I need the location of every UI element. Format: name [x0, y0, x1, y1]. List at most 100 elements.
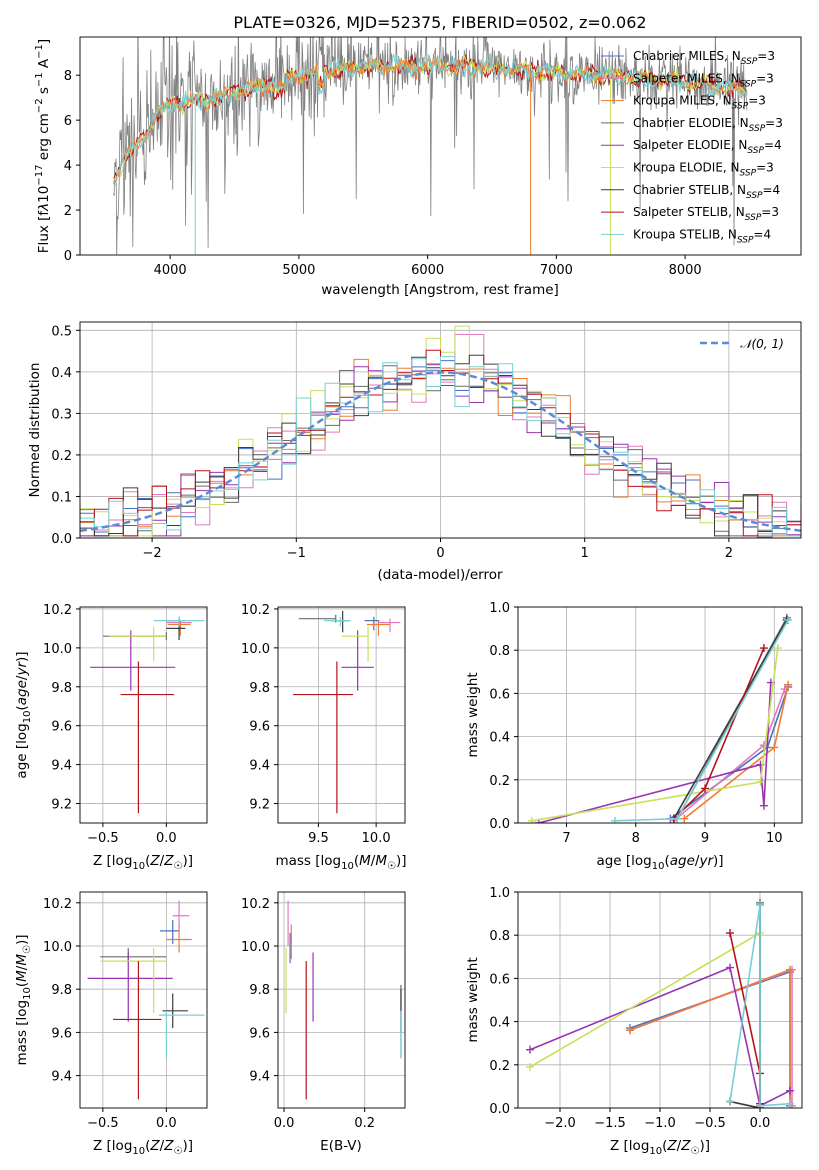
weight-vs-z-xlabel: Z [log10(Z/Z☉)] [610, 1138, 710, 1157]
model-spectrum-line [113, 53, 748, 186]
panel-xtick-label: 10 [766, 831, 783, 846]
legend-entry: Chabrier STELIB, NSSP=4 [633, 183, 780, 201]
panel-ytick-label: 0.2 [489, 774, 510, 789]
legend-entry: Kroupa MILES, NSSP=3 [633, 94, 766, 112]
residuals-ytick-label: 0.2 [51, 449, 72, 464]
residuals-ytick-label: 0.0 [51, 532, 72, 547]
legend-entry-count: =3 [756, 71, 774, 85]
panel-ytick-label: 10.2 [43, 897, 72, 912]
weight-series-marker [526, 1062, 534, 1071]
legend-entry-count: =3 [765, 116, 783, 130]
panel-ytick-label: 10.0 [241, 940, 270, 955]
panel-ytick-label: 9.4 [51, 1070, 72, 1085]
mass-vs-ebv-xlabel: E(B-V) [320, 1138, 362, 1154]
weight-series-marker [526, 1045, 534, 1054]
weight-series-marker [610, 816, 619, 823]
panel-ytick-label: 0.6 [489, 687, 510, 702]
weight-series-marker [673, 814, 682, 823]
weight-series-marker [786, 965, 794, 974]
panel-xtick-label: 8 [632, 831, 640, 846]
panel-frame [79, 606, 208, 824]
errorbar [324, 616, 351, 627]
panel-ytick-label: 0.2 [489, 1059, 510, 1074]
panel-ytick-label: 9.8 [249, 983, 270, 998]
weight-series-marker [784, 615, 793, 624]
panel-ytick-label: 9.4 [249, 759, 270, 774]
panel-data [527, 613, 793, 823]
weight-series-marker [773, 644, 782, 653]
residuals-xtick-label: −1 [287, 546, 306, 561]
spectrum-xtick-label: 4000 [154, 263, 187, 278]
legend-entry-count: =3 [756, 161, 774, 175]
legend-entry-count: =4 [764, 138, 782, 152]
errorbar [293, 661, 354, 814]
panel-data [90, 616, 205, 814]
errorbar [153, 616, 205, 627]
residuals-ytick-label: 0.5 [51, 324, 72, 339]
legend-entry-count: =3 [757, 49, 775, 63]
spectrum-ylabel: Flux [fλ10−17 erg cm−2 s−1 A−1] [34, 39, 52, 253]
legend-entry-count: =4 [763, 183, 781, 197]
weight-series-line [729, 932, 761, 1104]
panel-ytick-label: 0.4 [489, 1016, 510, 1031]
panel-xtick-label: −0.5 [87, 1116, 119, 1131]
legend-entry-sub: SSP [732, 102, 749, 112]
panel-xtick-label: 0.0 [156, 831, 177, 846]
panel-ytick-label: 9.6 [249, 1026, 270, 1041]
errorbar [100, 948, 167, 1013]
spectrum-ytick-label: 8 [64, 69, 72, 84]
weight-series-marker [626, 1026, 634, 1035]
legend-entry-sub: SSP [740, 79, 757, 89]
legend-entry-name: Chabrier STELIB, N [633, 183, 746, 197]
residuals-xlabel: (data-model)/error [377, 567, 503, 583]
weight-series-marker [759, 644, 768, 653]
errorbar [298, 614, 337, 623]
residuals-ylabel: Normed distribution [27, 363, 43, 498]
weight-series-marker [786, 1099, 794, 1108]
panel-data [87, 900, 205, 1100]
residuals-panel: −2 −1 0 1 2 0.0 0.1 0.2 0.3 0.4 0.5 (data-model)/e… [27, 321, 802, 583]
errorbar [366, 620, 390, 637]
panel-ytick-label: 9.8 [249, 681, 270, 696]
weight-series-marker [770, 743, 779, 752]
spectrum-ytick-label: 2 [64, 204, 72, 219]
panel-xtick-label: −1.0 [644, 1116, 676, 1131]
panel-ytick-label: 1.0 [489, 886, 510, 901]
panel-xtick-label: 9 [701, 831, 709, 846]
errorbar [172, 900, 190, 929]
panel-xtick-label: 0.0 [274, 1116, 295, 1131]
spectrum-lines [113, 37, 748, 255]
weight-series-marker [527, 816, 536, 823]
weight-series-line [729, 904, 791, 1107]
spectrum-xlabel: wavelength [Angstrom, rest frame] [321, 282, 559, 298]
legend-entry-name: Chabrier MILES, N [633, 49, 741, 63]
spectrum-xtick-label: 7000 [540, 263, 573, 278]
panel-frame [517, 606, 803, 824]
weight-series-marker [701, 784, 710, 793]
weight-series-line [629, 968, 793, 1106]
legend-entry: Salpeter MILES, NSSP=3 [633, 71, 774, 89]
legend-entry-name: Kroupa MILES, N [633, 94, 732, 108]
weight-series-marker [756, 1101, 764, 1108]
residuals-xtick-label: 0 [436, 546, 444, 561]
weight-vs-age-xlabel: age [log10(age/yr)] [596, 853, 723, 872]
age-vs-z-ylabel: age [log10(age/yr)] [14, 651, 33, 778]
panel-xtick-label: −2.0 [544, 1116, 576, 1131]
weight-series-line [673, 688, 786, 822]
legend-entry-count: =4 [753, 227, 771, 241]
panel-data [285, 900, 402, 1100]
spectrum-xtick-label: 8000 [669, 263, 702, 278]
panel-ytick-label: 0.8 [489, 644, 510, 659]
errorbar [160, 920, 180, 944]
panel-ytick-label: 9.8 [51, 983, 72, 998]
mass-vs-z-ylabel: mass [log10(M/M☉)] [14, 934, 33, 1065]
panel-ytick-label: 10.2 [241, 897, 270, 912]
residuals-xtick-label: 2 [725, 546, 733, 561]
weight-series-marker [784, 680, 793, 689]
panel-ytick-label: 10.2 [43, 603, 72, 618]
panel-frame [277, 606, 406, 824]
weight-series-marker [680, 814, 689, 823]
legend-entry-sub: SSP [747, 146, 764, 156]
panel-ytick-label: 0.8 [489, 929, 510, 944]
spectrum-ytick-label: 0 [64, 249, 72, 264]
